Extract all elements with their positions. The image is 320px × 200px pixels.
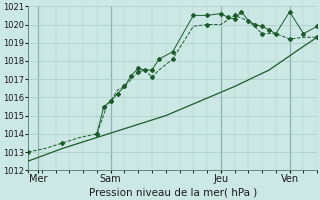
X-axis label: Pression niveau de la mer( hPa ): Pression niveau de la mer( hPa ) [89, 187, 257, 197]
